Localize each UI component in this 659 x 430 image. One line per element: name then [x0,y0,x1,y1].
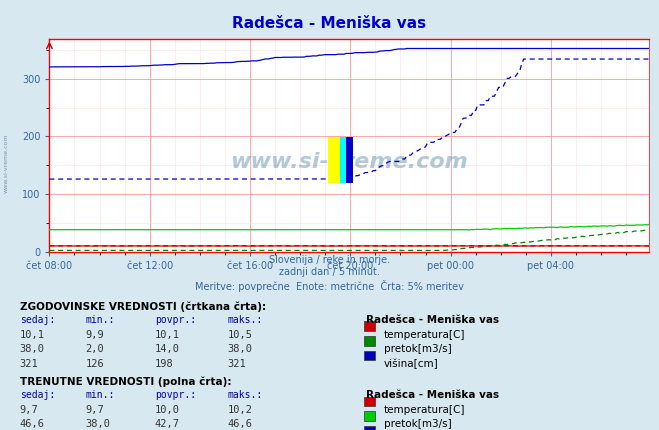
Text: višina[cm]: višina[cm] [384,359,438,369]
Text: 198: 198 [155,359,173,369]
Text: 14,0: 14,0 [155,344,180,354]
Text: 38,0: 38,0 [227,344,252,354]
Text: Radešca - Meniška vas: Radešca - Meniška vas [366,315,499,325]
Text: min.:: min.: [86,315,115,325]
Text: 10,5: 10,5 [227,330,252,340]
Text: www.si-vreme.com: www.si-vreme.com [231,152,468,172]
Text: maks.:: maks.: [227,390,262,400]
Text: 10,0: 10,0 [155,405,180,415]
Text: Radešca - Meniška vas: Radešca - Meniška vas [366,390,499,400]
Text: temperatura[C]: temperatura[C] [384,330,465,340]
Text: 38,0: 38,0 [20,344,45,354]
Text: pretok[m3/s]: pretok[m3/s] [384,420,451,430]
Text: min.:: min.: [86,390,115,400]
Bar [346,137,353,184]
Text: sedaj:: sedaj: [20,390,55,400]
Text: 126: 126 [86,359,104,369]
Text: ZGODOVINSKE VREDNOSTI (črtkana črta):: ZGODOVINSKE VREDNOSTI (črtkana črta): [20,301,266,311]
Text: 9,9: 9,9 [86,330,104,340]
Text: pretok[m3/s]: pretok[m3/s] [384,344,451,354]
Text: 9,7: 9,7 [20,405,38,415]
Text: Slovenija / reke in morje.: Slovenija / reke in morje. [269,255,390,264]
Text: zadnji dan / 5 minut.: zadnji dan / 5 minut. [279,267,380,277]
Text: povpr.:: povpr.: [155,390,196,400]
Text: 321: 321 [227,359,246,369]
Text: 42,7: 42,7 [155,420,180,430]
Text: 38,0: 38,0 [86,420,111,430]
Text: 2,0: 2,0 [86,344,104,354]
Text: www.si-vreme.com: www.si-vreme.com [4,134,9,193]
Text: maks.:: maks.: [227,315,262,325]
Text: 46,6: 46,6 [20,420,45,430]
Text: 10,2: 10,2 [227,405,252,415]
Bar [328,137,339,184]
Text: 46,6: 46,6 [227,420,252,430]
Text: sedaj:: sedaj: [20,315,55,325]
Text: Radešca - Meniška vas: Radešca - Meniška vas [233,16,426,31]
Bar [339,137,346,184]
Text: 10,1: 10,1 [20,330,45,340]
Text: 9,7: 9,7 [86,405,104,415]
Text: 10,1: 10,1 [155,330,180,340]
Text: temperatura[C]: temperatura[C] [384,405,465,415]
Text: povpr.:: povpr.: [155,315,196,325]
Text: 321: 321 [20,359,38,369]
Text: Meritve: povprečne  Enote: metrične  Črta: 5% meritev: Meritve: povprečne Enote: metrične Črta:… [195,280,464,292]
Text: TRENUTNE VREDNOSTI (polna črta):: TRENUTNE VREDNOSTI (polna črta): [20,376,231,387]
